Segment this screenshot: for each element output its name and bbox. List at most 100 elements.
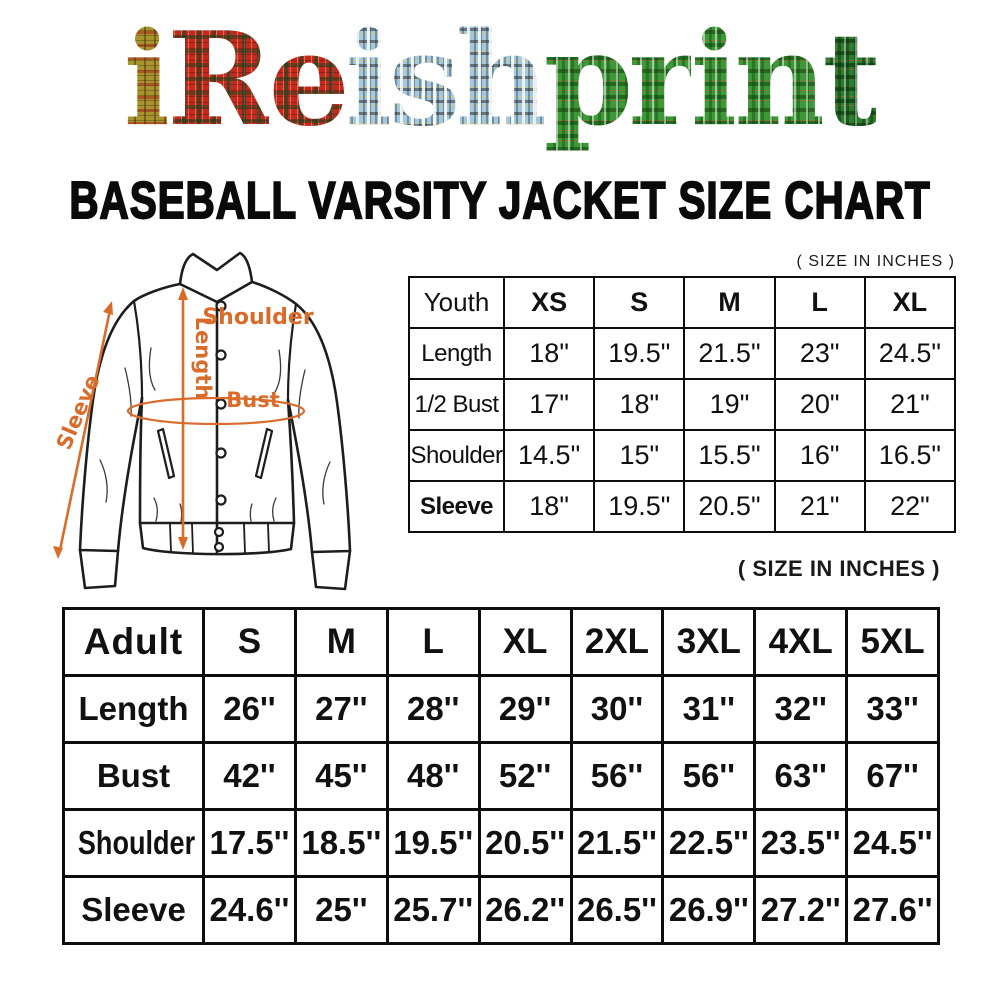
logo-letter: i [123,5,168,155]
table-corner-header: Youth [408,276,505,329]
size-value-cell: 29'' [477,674,573,744]
size-value-cell: 21.5'' [569,808,665,878]
table-row: Sleeve 24.6'' 25'' 25.7'' 26.2'' 26.5'' 26.9''… [62,875,940,945]
size-value-cell: 45'' [293,741,389,811]
size-value-cell: 17" [502,378,596,431]
row-label: Bust [62,741,205,811]
table-header-row: Adult S M L XL 2XL 3XL 4XL 5XL [62,607,940,677]
jacket-diagram-svg: Shoulder Length Bust Sleeve [52,251,352,591]
size-value-cell: 15" [593,429,686,482]
table-row: Shoulder 14.5" 15" 15.5" 16" 16.5" [408,429,957,482]
size-value-cell: 18" [502,480,596,533]
logo-letter: R [167,5,269,155]
size-value-cell: 56'' [661,741,757,811]
logo-letter: i [690,5,735,155]
size-column-header: S [202,607,297,677]
adult-size-table: Adult S M L XL 2XL 3XL 4XL 5XL Length 26'' 27'' 28''… [62,607,940,945]
size-value-cell: 17.5'' [202,808,297,878]
size-column-header: M [683,276,776,329]
row-label: Shoulder [408,429,505,482]
size-value-cell: 24.5" [863,327,957,380]
logo-letter: t [822,5,877,155]
size-value-cell: 19.5" [593,327,686,380]
size-value-cell: 26.9'' [661,875,757,945]
size-column-header: 3XL [661,607,757,677]
shoulder-label: Shoulder [202,305,313,330]
logo-letter: e [268,5,345,155]
size-column-header: M [293,607,389,677]
size-value-cell: 27.2'' [753,875,849,945]
size-value-cell: 18.5'' [293,808,389,878]
row-label: Sleeve [408,480,505,533]
size-unit-note-youth: ( SIZE IN INCHES ) [796,253,955,270]
snap-buttons [213,300,227,553]
size-value-cell: 27'' [293,674,389,744]
size-column-header: L [385,607,481,677]
size-column-header: 4XL [753,607,849,677]
table-row: 1/2 Bust 17" 18" 19" 20" 21" [408,378,957,431]
size-value-cell: 24.6'' [202,875,297,945]
size-column-header: L [773,276,866,329]
table-header-row: Youth XS S M L XL [408,276,957,329]
size-value-cell: 14.5" [502,429,596,482]
size-value-cell: 27.6'' [845,875,940,945]
size-value-cell: 56'' [569,741,665,811]
size-value-cell: 32'' [753,674,849,744]
youth-size-table: Youth XS S M L XL Length 18" 19.5" 21.5" 23" 24.5" 1… [408,276,957,533]
size-column-header: S [593,276,686,329]
logo-letter: i [344,5,389,155]
size-value-cell: 26'' [202,674,297,744]
size-value-cell: 25.7'' [385,875,481,945]
size-column-header: XL [477,607,573,677]
size-value-cell: 19" [683,378,776,431]
table-row: Shoulder 17.5'' 18.5'' 19.5'' 20.5'' 21.5'' 22… [62,808,940,878]
logo-letter: n [734,5,823,155]
row-label: Length [408,327,505,380]
size-column-header: 2XL [569,607,665,677]
sleeve-arrow [58,309,112,551]
size-value-cell: 25'' [293,875,389,945]
table-row: Bust 42'' 45'' 48'' 52'' 56'' 56'' 63'' 67'' [62,741,940,811]
size-value-cell: 26.2'' [477,875,573,945]
size-value-cell: 23.5'' [753,808,849,878]
length-label: Length [191,317,215,400]
size-value-cell: 18" [502,327,596,380]
size-value-cell: 19.5'' [385,808,481,878]
row-label: Sleeve [62,875,205,945]
sleeve-label: Sleeve [52,371,105,453]
size-value-cell: 67'' [845,741,940,811]
logo-letter: r [628,5,691,155]
logo-letter: s [388,5,456,155]
bust-label: Bust [226,388,280,412]
size-value-cell: 20.5'' [477,808,573,878]
size-value-cell: 52'' [477,741,573,811]
size-value-cell: 21.5" [683,327,776,380]
size-value-cell: 48'' [385,741,481,811]
logo-letter: p [543,5,629,155]
size-value-cell: 21" [773,480,866,533]
size-value-cell: 18" [593,378,686,431]
size-value-cell: 24.5'' [845,808,940,878]
size-value-cell: 31'' [661,674,757,744]
size-value-cell: 33'' [845,674,940,744]
bust-ellipse [126,396,306,426]
size-value-cell: 42'' [202,741,297,811]
size-value-cell: 20.5" [683,480,776,533]
page-title: BASEBALL VARSITY JACKET SIZE CHART [69,171,931,231]
size-column-header: XL [863,276,957,329]
jacket-measurement-diagram: Shoulder Length Bust Sleeve [30,248,400,600]
size-value-cell: 21" [863,378,957,431]
jacket-outline [78,251,352,591]
table-row: Length 18" 19.5" 21.5" 23" 24.5" [408,327,957,380]
size-value-cell: 30'' [569,674,665,744]
logo-letter: h [455,5,544,155]
size-column-header: XS [502,276,596,329]
size-value-cell: 19.5" [593,480,686,533]
size-value-cell: 15.5" [683,429,776,482]
size-column-header: 5XL [845,607,940,677]
size-value-cell: 22.5'' [661,808,757,878]
row-label: 1/2 Bust [408,378,505,431]
brand-logo: iReishprint [0,10,1000,151]
size-value-cell: 16" [773,429,866,482]
